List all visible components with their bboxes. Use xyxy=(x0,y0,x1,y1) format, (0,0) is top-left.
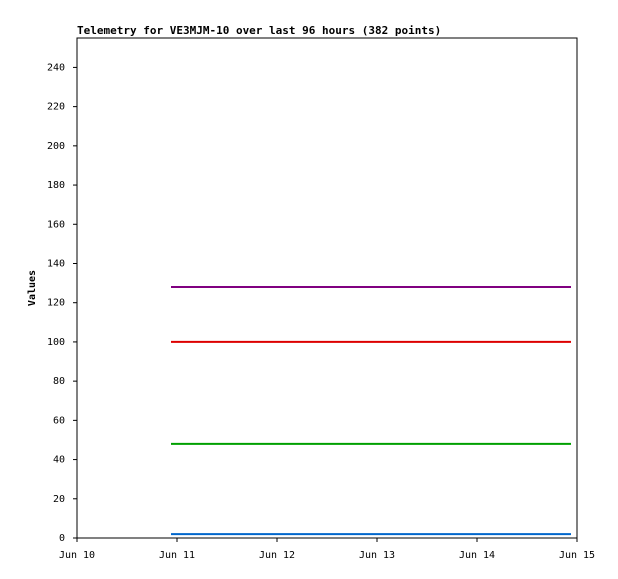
y-tick-label: 160 xyxy=(47,219,65,230)
x-tick-label: Jun 12 xyxy=(259,550,295,561)
y-tick-label: 200 xyxy=(47,141,65,152)
x-tick-label: Jun 10 xyxy=(59,550,95,561)
chart-title: Telemetry for VE3MJM-10 over last 96 hou… xyxy=(77,24,441,37)
y-tick-label: 80 xyxy=(53,376,65,387)
y-tick-label: 140 xyxy=(47,258,65,269)
y-axis-label: Values xyxy=(27,270,38,306)
y-tick-label: 180 xyxy=(47,180,65,191)
x-tick-label: Jun 14 xyxy=(459,550,495,561)
y-tick-label: 0 xyxy=(59,533,65,544)
y-tick-label: 240 xyxy=(47,62,65,73)
y-tick-label: 40 xyxy=(53,455,65,466)
x-tick-label: Jun 15 xyxy=(559,550,595,561)
plot-frame xyxy=(76,37,578,539)
y-tick-label: 60 xyxy=(53,415,65,426)
x-tick-label: Jun 11 xyxy=(159,550,195,561)
y-tick-label: 120 xyxy=(47,298,65,309)
y-tick-label: 220 xyxy=(47,102,65,113)
x-tick-label: Jun 13 xyxy=(359,550,395,561)
y-tick-label: 20 xyxy=(53,494,65,505)
y-tick-label: 100 xyxy=(47,337,65,348)
